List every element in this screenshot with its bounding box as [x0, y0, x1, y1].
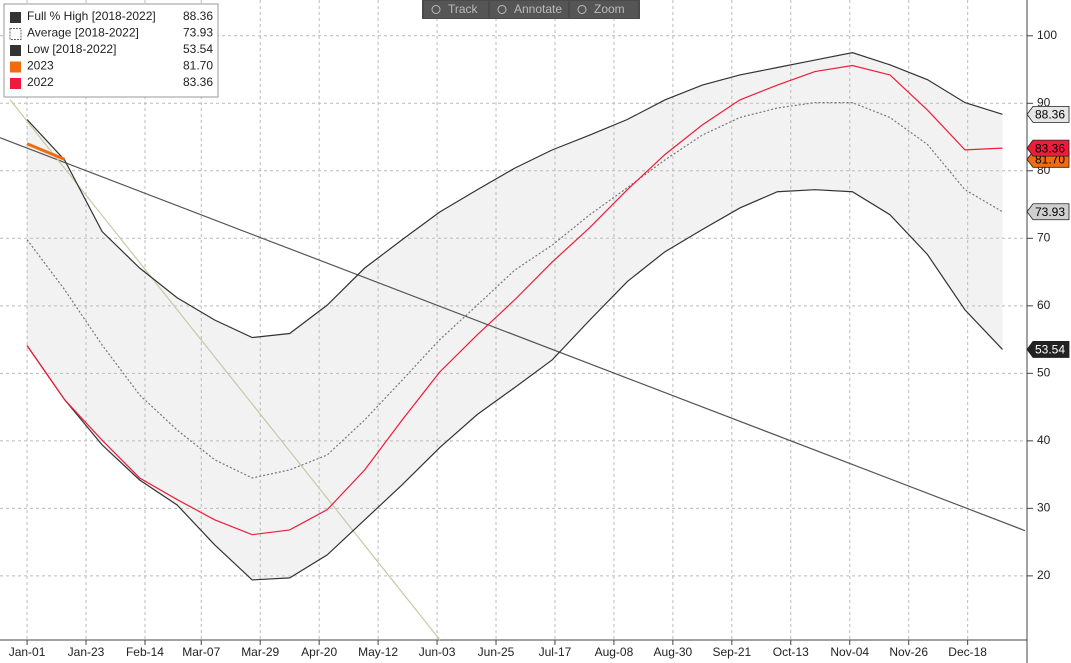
trendline — [9, 99, 441, 641]
x-tick-label: Aug-08 — [595, 645, 634, 659]
value-tag-label: 88.36 — [1035, 108, 1065, 122]
toolbar-button[interactable]: Zoom — [570, 1, 638, 18]
legend-swatch — [10, 61, 21, 73]
x-tick-label: Jan-01 — [9, 645, 46, 659]
legend-label: Low [2018-2022] — [27, 42, 116, 56]
y-tick-label: 50 — [1037, 366, 1051, 380]
value-tag: 53.54 — [1026, 341, 1070, 358]
x-tick-label: Jan-23 — [68, 645, 105, 659]
x-tick-label: Mar-29 — [241, 645, 279, 659]
y-tick-label: 20 — [1037, 568, 1051, 582]
value-tag-box — [1026, 341, 1070, 358]
series-line — [26, 189, 1003, 581]
value-tag-box — [1026, 203, 1070, 221]
x-tick-label: Nov-04 — [830, 645, 869, 659]
trendline — [0, 137, 1026, 532]
toolbar-button-bg — [424, 1, 488, 18]
legend-swatch — [10, 12, 21, 23]
legend-label: 2023 — [27, 59, 54, 73]
series-line — [26, 52, 1003, 339]
toolbar-icon — [577, 5, 587, 14]
toolbar-icon — [497, 5, 507, 14]
toolbar-button-bg — [570, 1, 638, 18]
x-tick-label: Jun-25 — [478, 645, 515, 659]
legend-value: 73.93 — [183, 26, 213, 40]
toolbar-button-label: Annotate — [514, 2, 562, 16]
x-tick-label: Sep-21 — [712, 645, 751, 659]
y-tick-label: 70 — [1037, 230, 1051, 244]
x-tick-label: Nov-26 — [889, 645, 928, 659]
toolbar-icon — [431, 5, 441, 14]
x-tick-label: Dec-18 — [948, 645, 987, 659]
value-tag-label: 73.93 — [1035, 205, 1065, 219]
value-tag-label: 83.36 — [1035, 141, 1065, 155]
legend-swatch — [10, 78, 21, 89]
x-tick-label: May-12 — [358, 645, 398, 659]
y-tick-label: 40 — [1037, 433, 1051, 447]
series-line — [26, 102, 1003, 479]
series-line — [26, 142, 66, 161]
x-tick-label: Jun-03 — [419, 645, 456, 659]
x-tick-label: Oct-13 — [773, 645, 809, 659]
toolbar: Track Annotate Zoom — [422, 0, 640, 19]
series-line — [26, 64, 1003, 536]
x-tick-label: Jul-17 — [539, 645, 572, 659]
legend: Full % High [2018-2022] 88.36 Average [201… — [3, 3, 219, 98]
legend-label: Average [2018-2022] — [27, 26, 139, 40]
y-tick-label: 30 — [1037, 501, 1051, 515]
value-tag: 83.36 — [1026, 139, 1070, 157]
legend-box — [3, 3, 219, 98]
legend-value: 83.36 — [183, 75, 213, 89]
toolbar-button[interactable]: Track — [424, 1, 488, 18]
value-tag-box — [1026, 105, 1070, 123]
legend-label: 2022 — [27, 75, 54, 89]
range-band — [27, 52, 1003, 580]
y-tick-label: 60 — [1037, 298, 1051, 312]
legend-value: 81.70 — [183, 59, 213, 73]
legend-label: Full % High [2018-2022] — [27, 9, 156, 23]
toolbar-button[interactable]: Annotate — [490, 1, 568, 18]
value-tag-label: 53.54 — [1035, 343, 1065, 357]
legend-value: 53.54 — [183, 42, 213, 56]
x-tick-label: Feb-14 — [126, 645, 164, 659]
x-tick-label: Mar-07 — [182, 645, 220, 659]
toolbar-button-label: Zoom — [594, 2, 625, 16]
toolbar-button-bg — [490, 1, 568, 18]
x-tick-label: Apr-20 — [301, 645, 337, 659]
legend-swatch — [10, 45, 21, 56]
y-tick-label: 100 — [1037, 28, 1057, 42]
value-tag: 73.93 — [1026, 203, 1070, 221]
value-tag: 88.36 — [1026, 105, 1070, 123]
legend-swatch — [9, 28, 22, 40]
x-tick-label: Aug-30 — [654, 645, 693, 659]
value-tag-box — [1026, 139, 1070, 157]
legend-value: 88.36 — [183, 9, 213, 23]
toolbar-button-label: Track — [448, 2, 479, 16]
